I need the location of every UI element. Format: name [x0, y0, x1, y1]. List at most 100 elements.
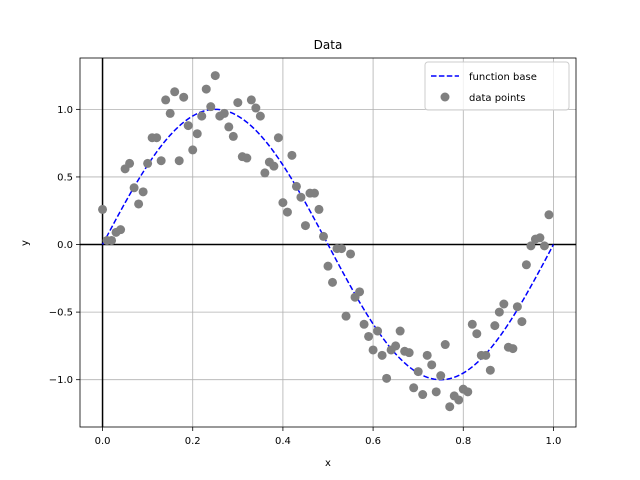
data-point — [422, 350, 432, 360]
y-tick-label: 0.5 — [57, 172, 73, 183]
data-point — [499, 299, 509, 309]
data-point — [544, 210, 554, 220]
data-point — [116, 225, 126, 235]
data-point — [494, 307, 504, 317]
data-point — [481, 350, 491, 360]
data-point — [539, 241, 549, 251]
data-point — [260, 168, 270, 178]
function-base-line — [101, 108, 555, 381]
data-point — [395, 326, 405, 336]
data-point — [197, 111, 207, 121]
axes-background — [80, 58, 576, 427]
x-axis-label: x — [325, 458, 331, 469]
data-point — [179, 92, 189, 102]
data-point — [174, 156, 184, 166]
data-point — [228, 131, 238, 141]
data-point — [314, 204, 324, 214]
data-point — [490, 321, 500, 331]
data-point — [454, 395, 464, 405]
data-point — [251, 103, 261, 113]
data-point — [445, 402, 455, 412]
y-axis-label: y — [20, 240, 31, 246]
data-point — [346, 249, 356, 259]
data-point — [517, 317, 527, 327]
data-point — [296, 192, 306, 202]
data-point — [287, 150, 297, 160]
x-tick-label: 0.0 — [95, 436, 111, 447]
data-point — [161, 95, 171, 105]
data-point — [318, 231, 328, 241]
data-point — [436, 371, 446, 381]
x-tick-label: 0.4 — [275, 436, 291, 447]
data-point — [485, 365, 495, 375]
data-point — [134, 199, 144, 209]
data-point — [188, 145, 198, 155]
data-point — [409, 383, 419, 393]
x-tick-label: 1.0 — [546, 436, 562, 447]
data-point — [472, 329, 482, 339]
data-point — [413, 367, 423, 377]
data-point — [246, 95, 256, 105]
data-point — [359, 319, 369, 329]
data-point — [440, 340, 450, 350]
data-point — [512, 302, 522, 312]
data-point — [431, 387, 441, 397]
data-point — [143, 158, 153, 168]
data-point — [526, 241, 536, 251]
data-point — [418, 390, 428, 400]
data-point — [535, 233, 545, 243]
data-point — [107, 235, 117, 245]
data-point — [242, 153, 252, 163]
data-point — [165, 108, 175, 118]
data-point — [309, 188, 319, 198]
data-point — [278, 198, 288, 208]
y-tick-label: 1.0 — [57, 105, 73, 116]
axes-frame — [79, 57, 577, 428]
data-point — [206, 102, 216, 112]
y-tick-label: 0.0 — [57, 240, 73, 251]
data-point — [404, 348, 414, 358]
data-point — [300, 221, 310, 231]
data-point — [273, 133, 283, 143]
data-point — [282, 207, 292, 217]
data-point — [98, 204, 108, 214]
data-point — [170, 87, 180, 97]
chart-title: Data — [314, 38, 343, 52]
x-tick-label: 0.8 — [455, 436, 471, 447]
data-point — [368, 345, 378, 355]
data-point — [138, 187, 148, 197]
legend-box — [424, 61, 570, 111]
data-point — [291, 181, 301, 191]
data-point — [427, 360, 437, 370]
data-point — [382, 373, 392, 383]
legend: function base data points — [424, 61, 570, 111]
data-point — [364, 331, 374, 341]
y-tick-label: −0.5 — [49, 308, 73, 319]
x-tick-label: 0.2 — [185, 436, 201, 447]
legend-label-function-base: function base — [469, 72, 537, 83]
data-point — [337, 244, 347, 254]
y-tick-label: −1.0 — [49, 375, 73, 386]
data-point — [269, 161, 279, 171]
data-point — [192, 129, 202, 139]
plot-area: 0.0 0.2 0.4 0.6 0.8 1.0 −1.0 −0.5 0.0 0.5 1.0 — [49, 57, 577, 447]
data-point — [377, 350, 387, 360]
data-point — [328, 277, 338, 287]
data-point — [341, 311, 351, 321]
data-point — [152, 133, 162, 143]
data-point — [255, 111, 265, 121]
legend-label-data-points: data points — [469, 93, 525, 104]
data-point — [355, 287, 365, 297]
data-point — [201, 84, 211, 94]
legend-point-marker — [440, 92, 450, 102]
data-point — [156, 156, 166, 166]
data-point — [467, 319, 477, 329]
data-point — [391, 341, 401, 351]
data-point — [508, 344, 518, 354]
data-point — [129, 183, 139, 193]
data-point — [125, 158, 135, 168]
x-tick-label: 0.6 — [365, 436, 381, 447]
data-point — [219, 108, 229, 118]
data-point — [210, 71, 220, 81]
